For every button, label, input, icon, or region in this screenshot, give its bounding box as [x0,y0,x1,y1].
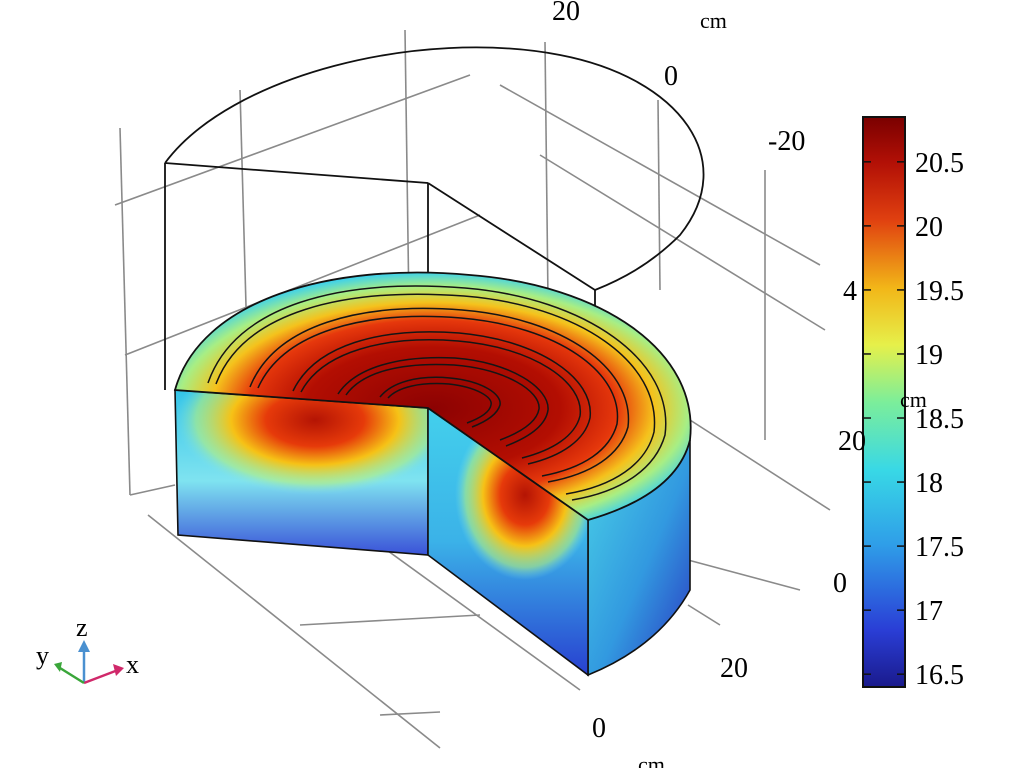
y-unit-top: cm [700,8,727,33]
x-tick-20: 20 [720,653,748,684]
y-tick-0: 0 [664,61,678,92]
colorbar-tick-label: 18 [915,468,943,499]
z-tick-20: 20 [838,426,866,457]
colorbar-tick-label: 20 [915,212,943,243]
colorbar-tick-label: 19.5 [915,276,964,307]
axis-triad: z x y [36,613,139,685]
colorbar-tick-label: 16.5 [915,660,964,691]
z-tick-0: 0 [833,568,847,599]
top-surface [173,271,692,521]
triad-x-arrow [83,668,119,685]
y-tick-20-top: 20 [552,0,580,27]
colorbar-gradient [862,116,906,688]
colorbar-tick-label: 17 [915,596,943,627]
z-tick-4: 4 [843,276,857,307]
triad-z-arrowhead [78,640,90,652]
colorbar-tick-label: 18.5 [915,404,964,435]
z-unit: cm [900,387,927,412]
colorbar-ticks: 16.5 17 17.5 18 18.5 19 19.5 20 20.5 [863,148,964,691]
triad-z-label: z [76,613,88,642]
colorbar-tick-label: 17.5 [915,532,964,563]
x-tick-0: 0 [592,713,606,744]
triad-y-arrowhead [54,662,62,672]
triad-y-label: y [36,641,49,670]
triad-x-label: x [126,650,139,679]
colorbar: 16.5 17 17.5 18 18.5 19 19.5 20 20.5 [862,116,964,691]
coil-rings [207,285,667,501]
triad-y-arrow [59,666,85,685]
x-unit-bottom: cm [638,752,665,768]
colorbar-tick-label: 19 [915,340,943,371]
triad-x-arrowhead [113,664,124,676]
colorbar-tick-label: 20.5 [915,148,964,179]
y-tick-m20: -20 [768,126,805,157]
axis-labels: 20 cm 0 -20 4 cm 20 0 20 0 cm [552,0,927,768]
